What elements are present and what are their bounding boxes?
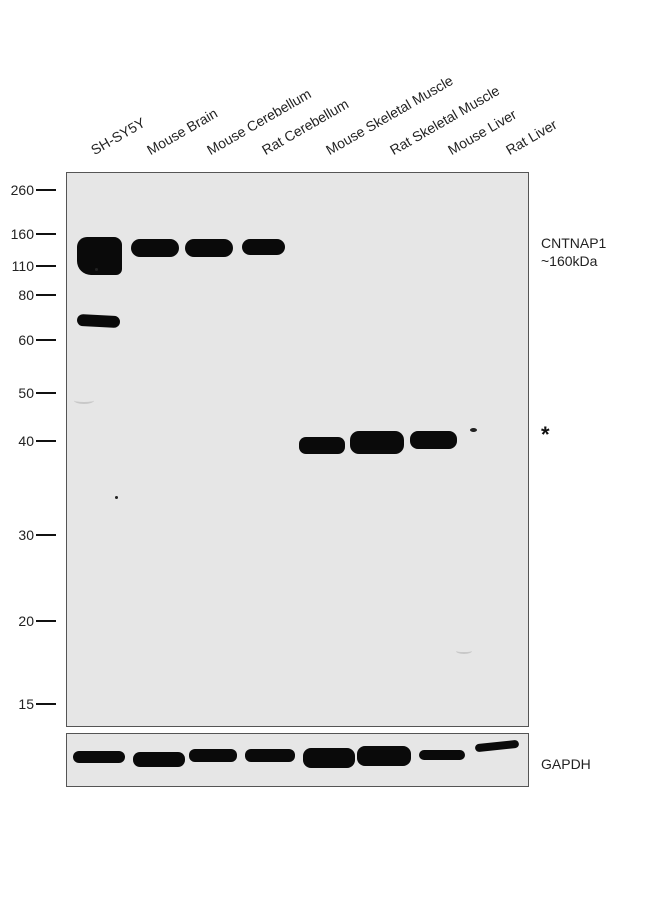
band-gapdh-mouse-skeletal-muscle [303,748,355,768]
tick-mark [36,339,56,341]
mw-marker-30: 30 [0,527,56,543]
band-gapdh-mouse-liver [419,750,465,760]
artifact-dot [95,268,98,271]
nonspecific-band-asterisk: * [541,422,550,447]
band-rat-skeletal-muscle-40 [350,431,404,454]
tick-mark [36,440,56,442]
mw-marker-60: 60 [0,332,56,348]
band-gapdh-rat-skeletal-muscle [357,746,411,766]
band-gapdh-rat-liver [474,739,520,753]
band-mouse-skeletal-muscle-40 [299,437,345,454]
band-gapdh-mouse-cerebellum [189,749,237,762]
tick-mark [36,265,56,267]
target-name: CNTNAP1 [541,235,607,251]
tick-mark [36,534,56,536]
tick-mark [36,294,56,296]
band-rat-cerebellum-cntnap1 [242,239,285,255]
tick-mark [36,703,56,705]
band-rat-liver-40-trace [470,428,477,432]
tick-mark [36,620,56,622]
gapdh-blot-panel [66,733,529,787]
band-gapdh-mouse-brain [133,752,185,767]
band-gapdh-sh-sy5y [73,751,125,763]
band-sh-sy5y-cntnap1 [77,237,122,275]
band-mouse-brain-cntnap1 [131,239,179,257]
faint-smudge [74,397,94,404]
mw-marker-15: 15 [0,696,56,712]
artifact-dot [115,496,118,499]
target-size: ~160kDa [541,253,598,269]
mw-marker-40: 40 [0,433,56,449]
tick-mark [36,392,56,394]
mw-marker-110: 110 [0,258,56,274]
band-sh-sy5y-lower [76,313,121,329]
mw-marker-260: 260 [0,182,56,198]
band-gapdh-rat-cerebellum [245,749,295,762]
mw-marker-160: 160 [0,226,56,242]
band-mouse-cerebellum-cntnap1 [185,239,233,257]
lane-label-sh-sy5y: SH-SY5Y [88,114,148,158]
main-blot-panel [66,172,529,727]
band-mouse-liver-40 [410,431,457,449]
faint-smudge [456,648,472,654]
tick-mark [36,189,56,191]
mw-marker-80: 80 [0,287,56,303]
loading-control-label: GAPDH [541,756,591,772]
mw-marker-20: 20 [0,613,56,629]
tick-mark [36,233,56,235]
target-label: CNTNAP1 ~160kDa [541,234,606,270]
mw-marker-50: 50 [0,385,56,401]
